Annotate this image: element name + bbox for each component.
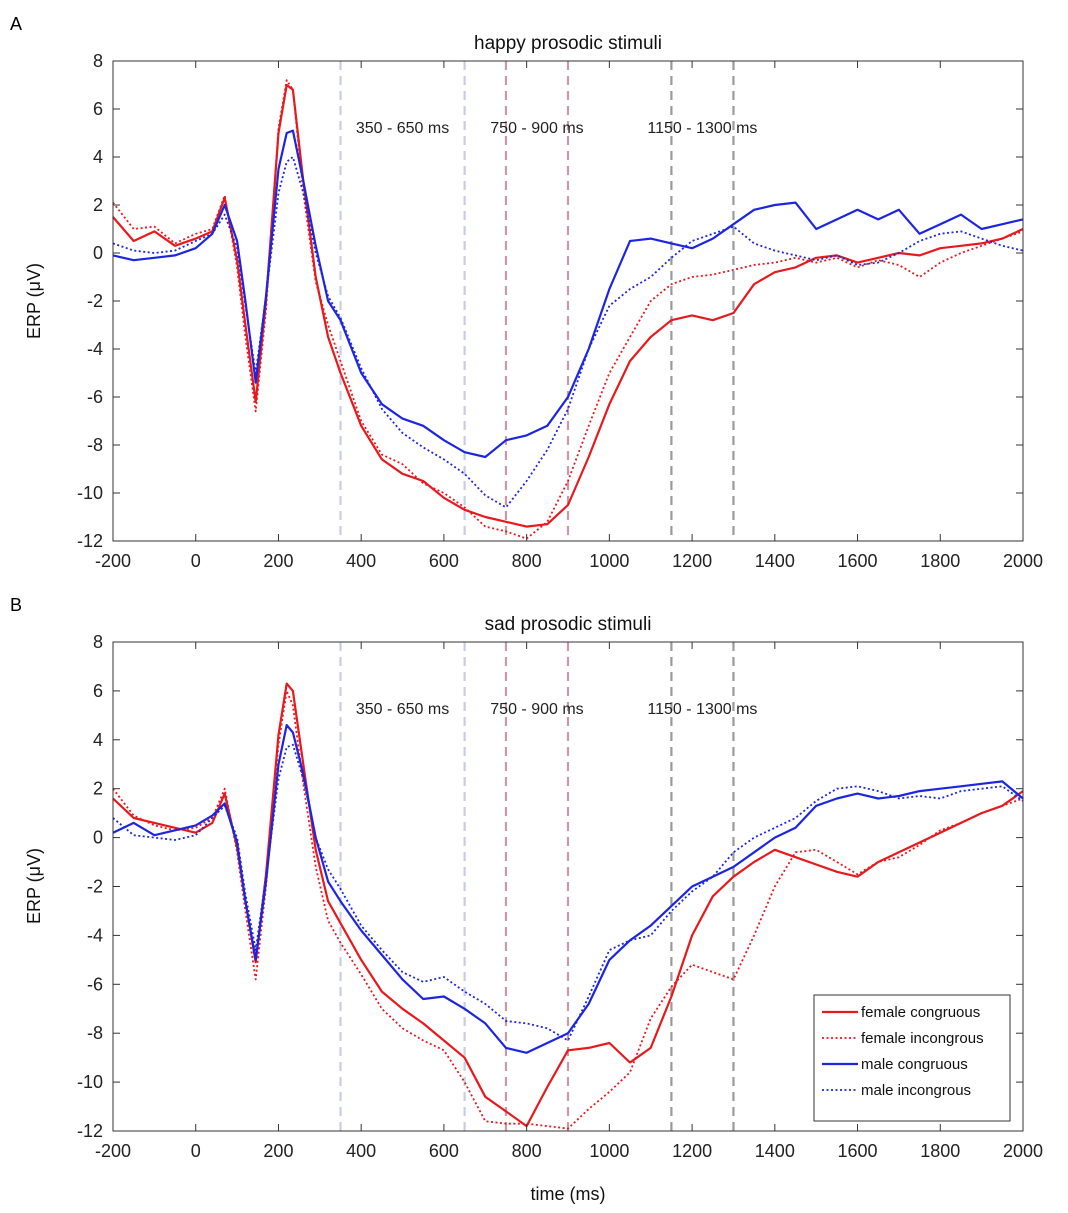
window-label-1-b: 350 - 650 ms	[356, 701, 449, 718]
series-line-male-congruous-b	[112, 724, 1024, 1054]
y-tick-label-b: -6	[87, 974, 103, 994]
y-tick-label-b: -12	[77, 1121, 103, 1141]
y-tick-label-a: 6	[93, 99, 103, 119]
series-line-male-incongrous-a	[112, 156, 1024, 509]
x-axis-label-b: time (ms)	[531, 1184, 606, 1204]
x-tick-label-a: 1800	[920, 551, 960, 571]
chart-title-a: happy prosodic stimuli	[474, 33, 662, 54]
series-line-male-incongrous-b	[112, 743, 1024, 1042]
x-tick-label-b: 200	[263, 1141, 293, 1161]
window-label-3-a: 1150 - 1300 ms	[647, 120, 757, 137]
legend-label-male-incongrous: male incongrous	[861, 1082, 971, 1099]
window-label-2-a: 750 - 900 ms	[490, 120, 583, 137]
panel-letter-a: A	[10, 14, 22, 34]
series-line-female-incongrous-a	[112, 79, 1024, 540]
y-tick-label-a: -6	[87, 387, 103, 407]
legend-label-female-incongrous: female incongrous	[861, 1030, 984, 1047]
x-tick-label-a: 0	[191, 551, 201, 571]
x-tick-label-a: 2000	[1003, 551, 1043, 571]
y-tick-label-b: -10	[77, 1072, 103, 1092]
panel-a: A happy prosodic stimuli ERP (μV) 350 - …	[10, 14, 1043, 571]
y-axis-label-b: ERP (μV)	[24, 848, 44, 924]
legend-box	[813, 994, 1011, 1122]
y-tick-label-a: 0	[93, 243, 103, 263]
y-tick-label-b: -2	[87, 877, 103, 897]
x-tick-label-b: 1000	[589, 1141, 629, 1161]
chart-title-b: sad prosodic stimuli	[485, 614, 652, 635]
x-tick-label-b: 0	[191, 1141, 201, 1161]
window-label-2-b: 750 - 900 ms	[490, 701, 583, 718]
y-tick-label-a: -12	[77, 531, 103, 551]
y-tick-label-b: 0	[93, 828, 103, 848]
panel-b: B sad prosodic stimuli ERP (μV) time (ms…	[10, 595, 1043, 1204]
y-tick-label-a: 2	[93, 195, 103, 215]
legend-label-female-congruous: female congruous	[861, 1004, 980, 1021]
x-tick-label-b: 1800	[920, 1141, 960, 1161]
y-tick-label-a: -4	[87, 339, 103, 359]
window-label-1-a: 350 - 650 ms	[356, 120, 449, 137]
series-line-female-congruous-a	[112, 83, 1024, 528]
x-tick-label-b: 600	[429, 1141, 459, 1161]
x-tick-label-a: 600	[429, 551, 459, 571]
y-tick-label-a: -2	[87, 291, 103, 311]
y-tick-label-b: -8	[87, 1023, 103, 1043]
y-tick-label-b: 8	[93, 632, 103, 652]
y-tick-label-a: 8	[93, 51, 103, 71]
y-tick-label-a: 4	[93, 147, 103, 167]
y-tick-label-b: 4	[93, 730, 103, 750]
x-tick-label-a: 400	[346, 551, 376, 571]
x-tick-label-a: 200	[263, 551, 293, 571]
x-tick-label-b: 800	[512, 1141, 542, 1161]
y-tick-label-b: 2	[93, 779, 103, 799]
x-tick-label-b: 1600	[838, 1141, 878, 1161]
x-tick-label-b: 1400	[755, 1141, 795, 1161]
x-tick-label-a: 800	[512, 551, 542, 571]
x-tick-label-b: 400	[346, 1141, 376, 1161]
x-tick-label-b: -200	[95, 1141, 131, 1161]
x-tick-label-a: 1000	[589, 551, 629, 571]
legend-label-male-congruous: male congruous	[861, 1056, 968, 1073]
x-tick-label-a: 1200	[672, 551, 712, 571]
y-tick-label-a: -8	[87, 435, 103, 455]
series-line-female-incongrous-b	[112, 690, 1024, 1130]
y-axis-label-a: ERP (μV)	[24, 263, 44, 339]
x-tick-label-a: 1600	[838, 551, 878, 571]
x-tick-label-a: 1400	[755, 551, 795, 571]
x-tick-label-a: -200	[95, 551, 131, 571]
x-tick-label-b: 1200	[672, 1141, 712, 1161]
x-tick-label-b: 2000	[1003, 1141, 1043, 1161]
y-tick-label-b: -4	[87, 925, 103, 945]
legend: female congruous female incongrous male co…	[813, 994, 1011, 1122]
y-tick-label-a: -10	[77, 483, 103, 503]
window-label-3-b: 1150 - 1300 ms	[647, 701, 757, 718]
y-tick-label-b: 6	[93, 681, 103, 701]
panel-letter-b: B	[10, 595, 22, 615]
